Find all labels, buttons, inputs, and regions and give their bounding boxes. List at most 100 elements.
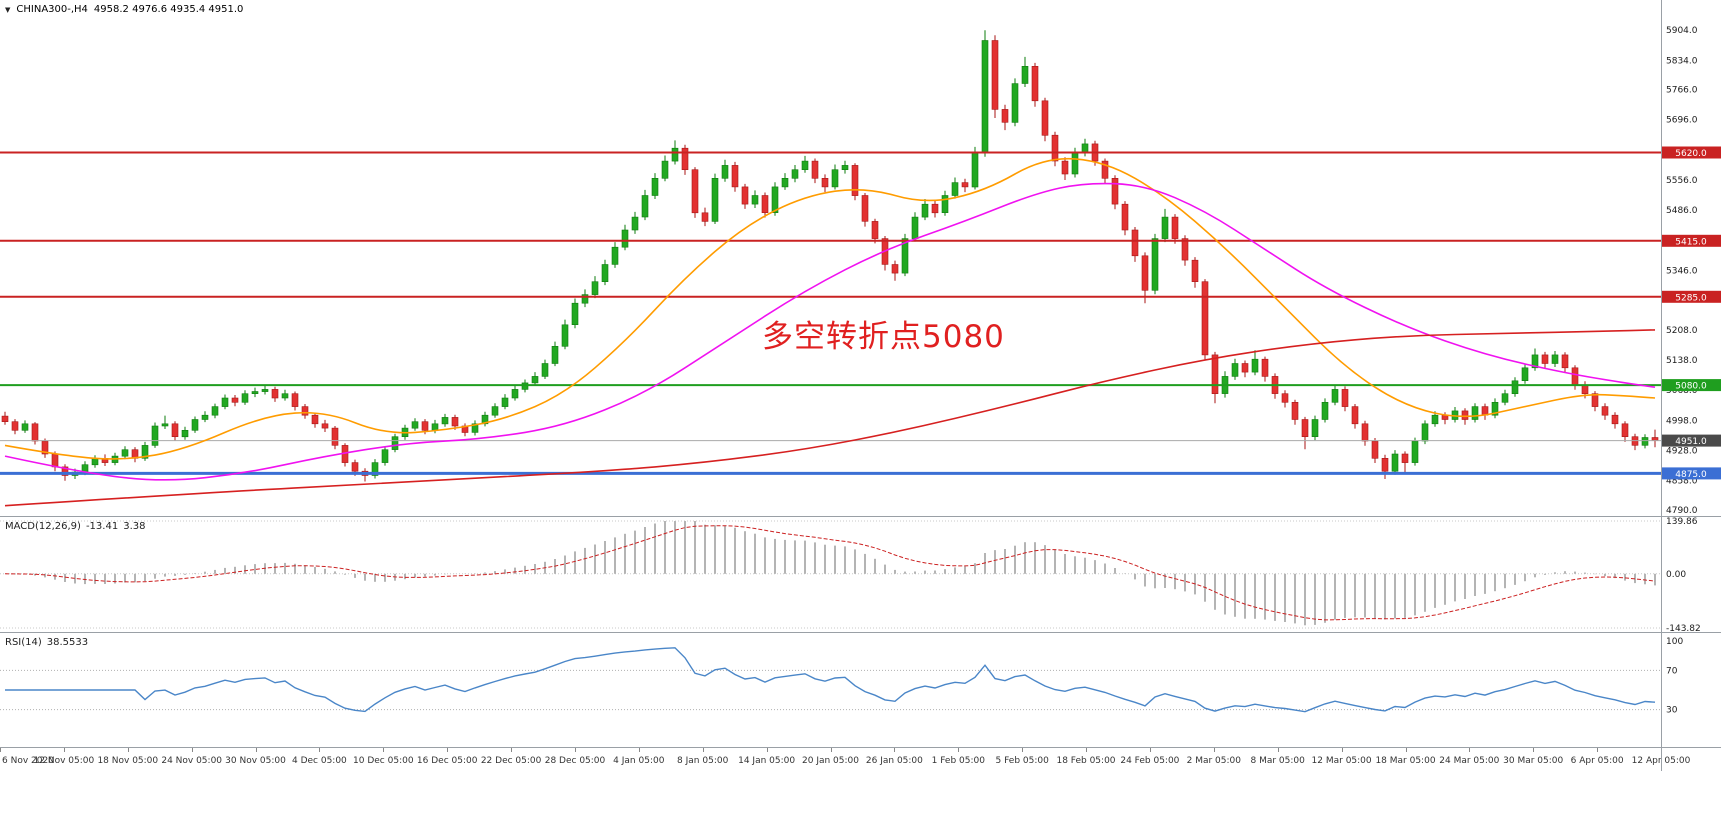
svg-text:5696.0: 5696.0 [1666,116,1698,126]
chart-annotation-text[interactable]: 多空转折点5080 [762,319,1005,355]
rsi-canvas[interactable]: 100 70 30 [0,633,1721,747]
time-tick [1533,748,1535,752]
rsi-name: RSI(14) [5,637,42,648]
svg-text:139.86: 139.86 [1666,517,1698,527]
svg-text:4875.0: 4875.0 [1675,470,1707,480]
time-label: 12 Mar 05:00 [1311,756,1372,766]
time-label: 24 Mar 05:00 [1439,756,1500,766]
time-label: 10 Dec 05:00 [353,756,414,766]
price-chart-panel[interactable]: 5904.0 5834.0 5766.0 5696.0 5556.0 5486.0 5346… [0,0,1721,516]
svg-text:5486.0: 5486.0 [1666,206,1698,216]
time-tick [1405,748,1407,752]
svg-text:5834.0: 5834.0 [1666,56,1698,66]
time-label: 6 Nov 2020 [2,756,54,766]
time-label: 16 Dec 05:00 [416,756,478,766]
macd-panel[interactable]: 139.86 0.00 -143.82 MACD(12,26,9) -13.41 3.3… [0,516,1721,632]
time-tick [255,748,257,752]
time-tick [63,748,65,752]
time-tick [511,748,513,752]
symbol-dropdown-icon[interactable]: ▼ [5,6,11,14]
time-label: 30 Nov 05:00 [225,756,286,766]
time-axis[interactable]: 6 Nov 2020 12 Nov 05:00 18 Nov 05:00 24 Nov… [0,747,1721,771]
time-label: 28 Dec 05:00 [544,756,606,766]
time-label: 20 Jan 05:00 [802,756,859,766]
svg-text:-143.82: -143.82 [1666,624,1701,632]
time-tick [191,748,193,752]
time-tick [1469,748,1471,752]
svg-text:5620.0: 5620.0 [1675,149,1707,159]
time-tick [575,748,576,752]
ma-fast-line [4,157,1656,460]
time-label: 18 Mar 05:00 [1375,756,1436,766]
time-label: 12 Nov 05:00 [33,756,95,766]
macd-name: MACD(12,26,9) [5,521,81,532]
horizontal-levels [0,151,1661,475]
time-tick [638,748,640,752]
time-tick [894,748,896,752]
svg-text:5346.0: 5346.0 [1666,267,1698,277]
svg-text:4858.0: 4858.0 [1666,477,1698,487]
svg-text:5766.0: 5766.0 [1666,86,1698,96]
time-label: 6 Apr 05:00 [1570,756,1624,766]
time-label: 8 Jan 05:00 [677,756,729,766]
symbol-period-label: CHINA300-,H4 [16,4,88,15]
time-label: 22 Dec 05:00 [480,756,542,766]
svg-text:0.00: 0.00 [1666,570,1686,580]
macd-main-value: -13.41 [85,521,119,532]
time-label: 24 Feb 05:00 [1120,756,1180,766]
svg-text:5904.0: 5904.0 [1666,26,1698,36]
svg-text:4928.0: 4928.0 [1666,447,1698,457]
time-label: 24 Nov 05:00 [161,756,223,766]
svg-text:4951.0: 4951.0 [1675,437,1707,447]
time-label: 1 Feb 05:00 [931,756,985,766]
time-label: 4 Jan 05:00 [613,756,665,766]
time-tick [1213,748,1215,752]
ma-mid-line [4,182,1656,481]
macd-signal-line [4,525,1656,621]
time-label: 14 Jan 05:00 [738,756,796,766]
svg-text:5285.0: 5285.0 [1675,293,1707,303]
time-label: 26 Jan 05:00 [865,756,923,766]
chart-header: ▼ CHINA300-,H4 4958.2 4976.6 4935.4 4951.0 [5,4,249,15]
rsi-panel[interactable]: 100 70 30 RSI(14) 38.5533 [0,632,1721,747]
time-label: 5 Feb 05:00 [995,756,1049,766]
time-label: 2 Mar 05:00 [1186,756,1241,766]
time-label: 8 Mar 05:00 [1250,756,1305,766]
price-axis-separator [1661,0,1662,771]
macd-canvas[interactable]: 139.86 0.00 -143.82 [0,517,1721,632]
ohlc-values: 4958.2 4976.6 4935.4 4951.0 [93,4,244,15]
svg-text:5415.0: 5415.0 [1675,237,1707,247]
footer-spacer [0,771,1721,840]
svg-text:5138.0: 5138.0 [1666,356,1698,366]
price-chart-canvas[interactable]: 5904.0 5834.0 5766.0 5696.0 5556.0 5486.0 5346… [0,0,1721,516]
time-tick [1149,748,1151,752]
macd-histogram [14,521,1656,626]
ma-slow-line [4,329,1656,507]
candlesticks [1,30,1659,482]
time-tick [319,748,321,752]
time-tick [447,748,449,752]
time-label: 18 Nov 05:00 [97,756,159,766]
time-tick [766,748,768,752]
time-label: 18 Feb 05:00 [1056,756,1116,766]
time-tick [958,748,960,752]
time-label: 30 Mar 05:00 [1503,756,1564,766]
svg-text:5080.0: 5080.0 [1675,382,1707,392]
rsi-value: 38.5533 [46,637,89,648]
svg-text:30: 30 [1666,706,1678,716]
svg-text:4998.0: 4998.0 [1666,416,1698,426]
svg-text:5208.0: 5208.0 [1666,326,1698,336]
time-tick [1597,748,1599,752]
time-tick [1277,748,1279,752]
svg-text:70: 70 [1666,666,1678,676]
time-tick [702,748,704,752]
svg-text:100: 100 [1666,637,1683,647]
time-tick [1341,748,1343,752]
time-tick [830,748,832,752]
time-tick [1086,748,1087,752]
time-tick [383,748,385,752]
macd-signal-value: 3.38 [123,521,146,532]
time-tick [0,748,1,752]
rsi-line [5,647,1656,713]
